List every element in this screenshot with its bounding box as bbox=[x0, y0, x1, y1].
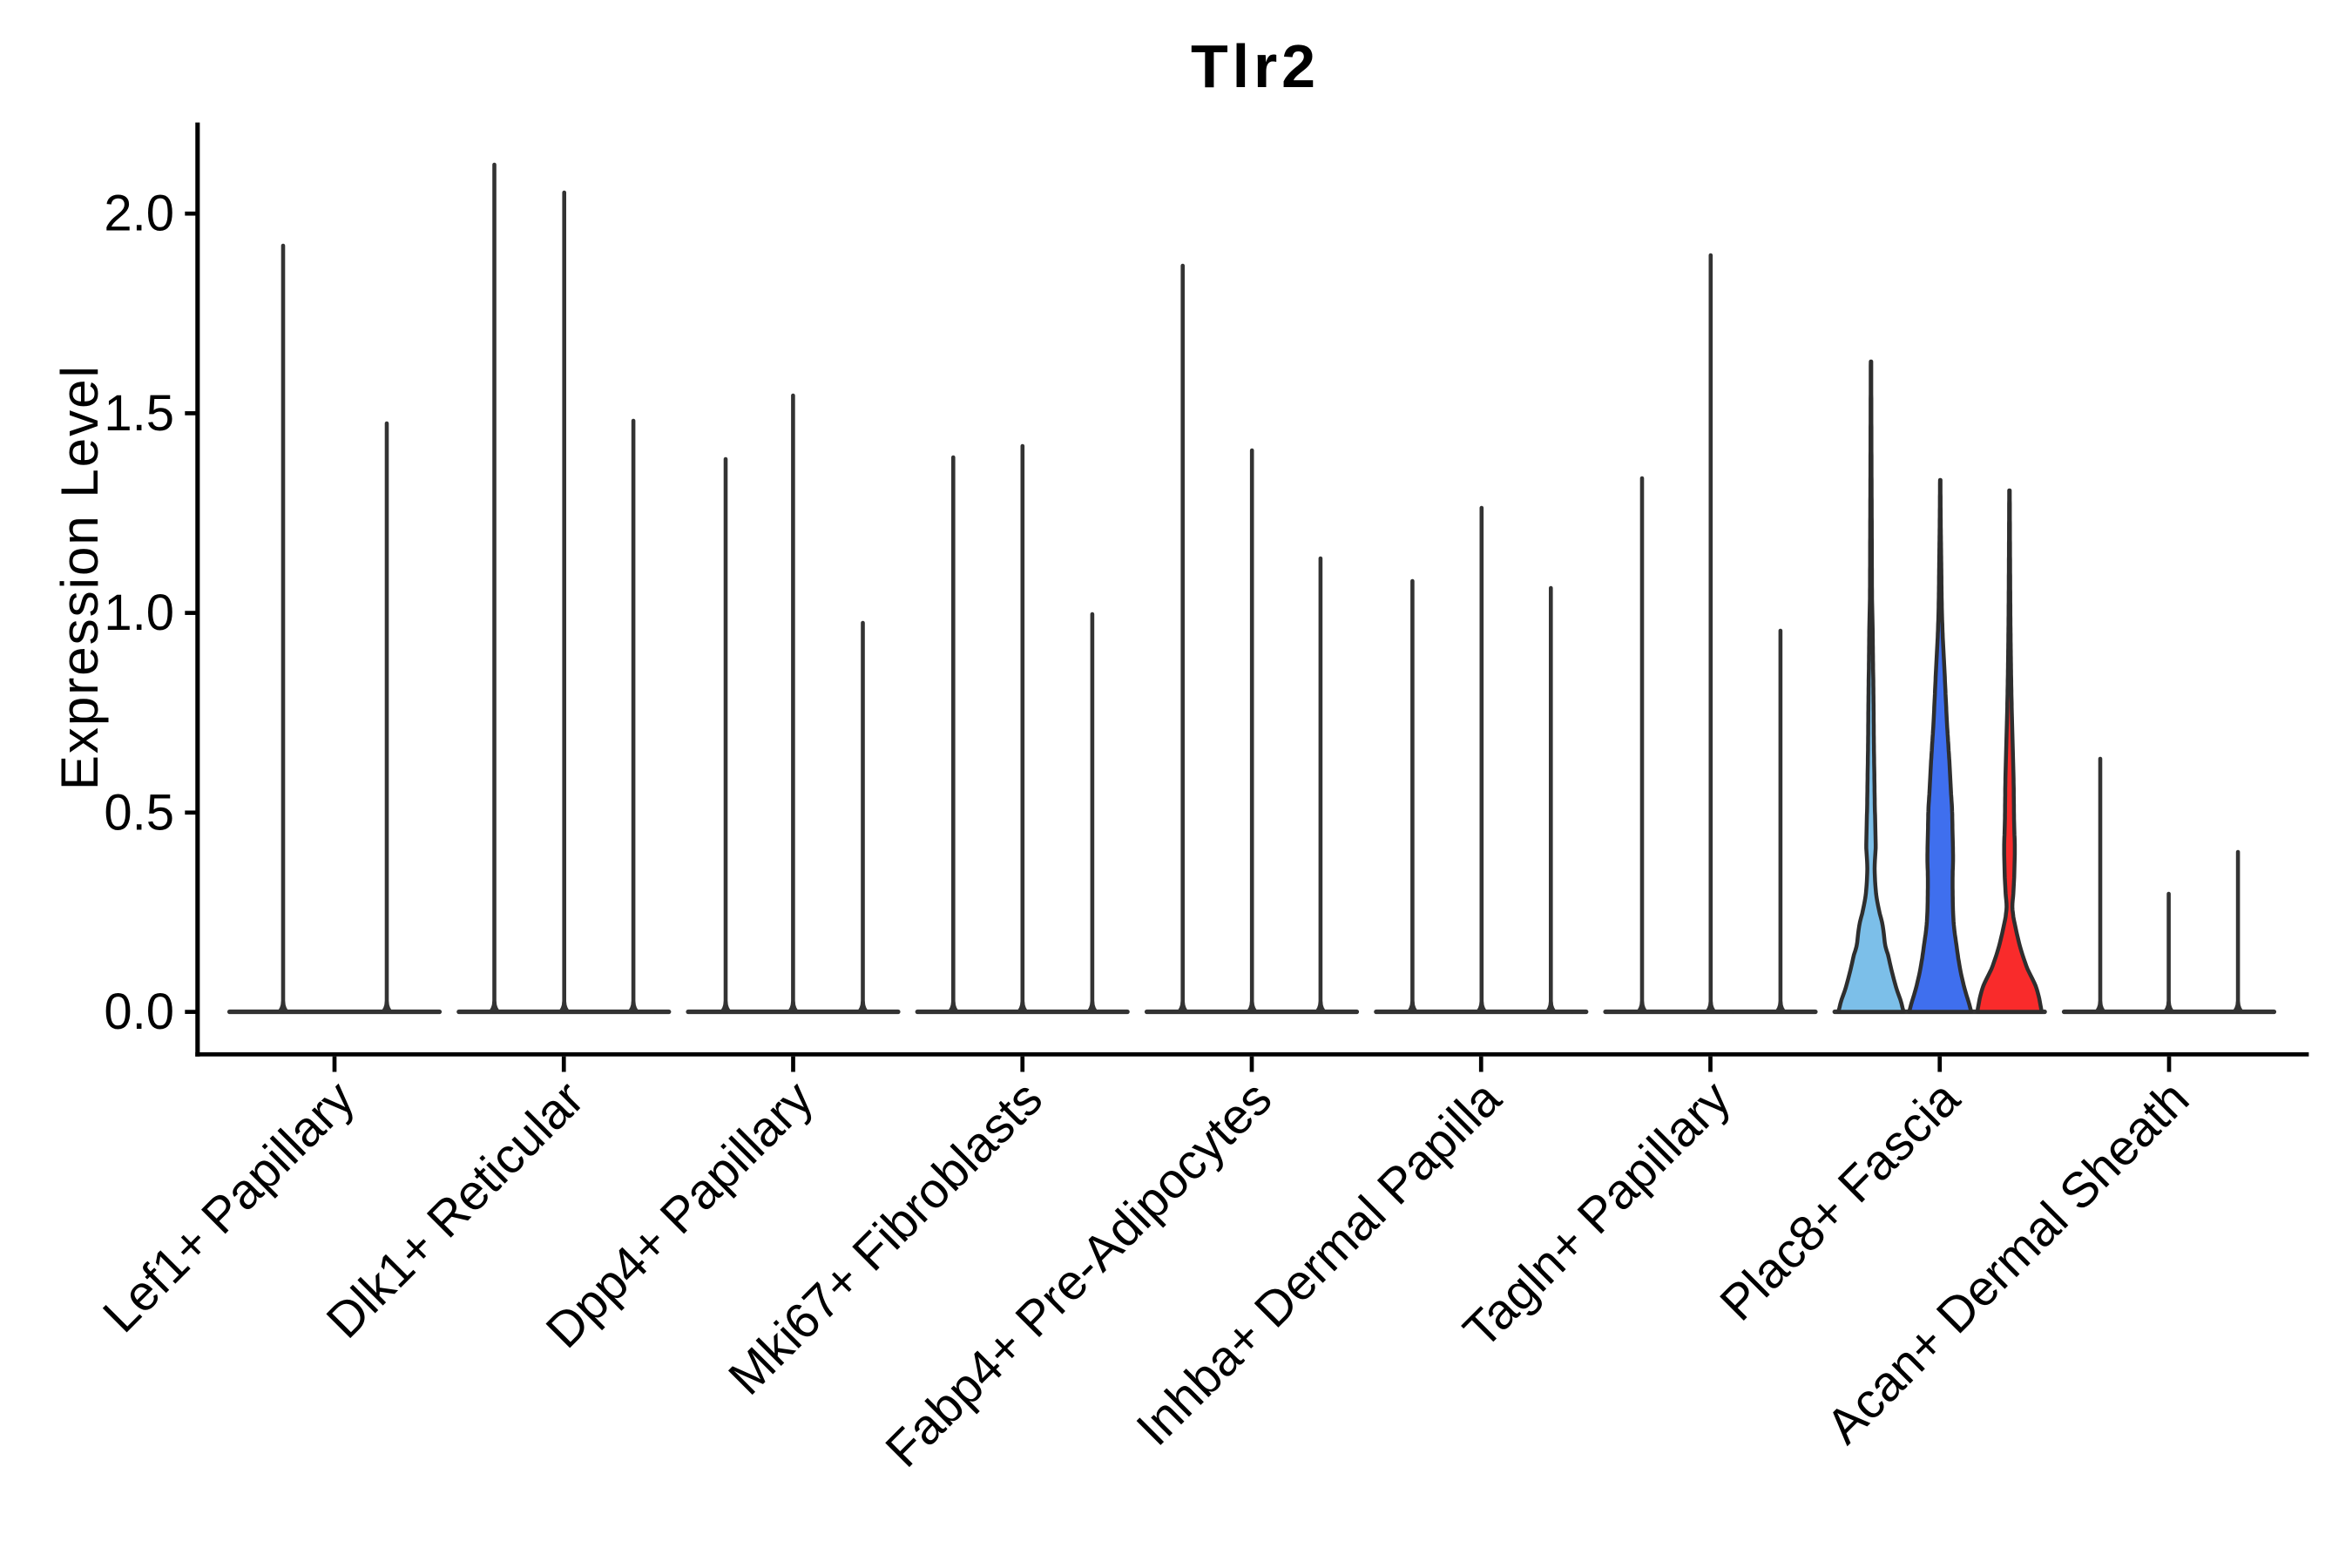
svg-text:2.0: 2.0 bbox=[104, 186, 174, 242]
svg-text:Expression Level: Expression Level bbox=[51, 366, 109, 790]
svg-text:1.5: 1.5 bbox=[104, 385, 174, 442]
svg-text:1.0: 1.0 bbox=[104, 585, 174, 641]
svg-text:0.5: 0.5 bbox=[104, 784, 174, 841]
svg-text:0.0: 0.0 bbox=[104, 983, 174, 1040]
svg-text:Tlr2: Tlr2 bbox=[1191, 32, 1315, 100]
